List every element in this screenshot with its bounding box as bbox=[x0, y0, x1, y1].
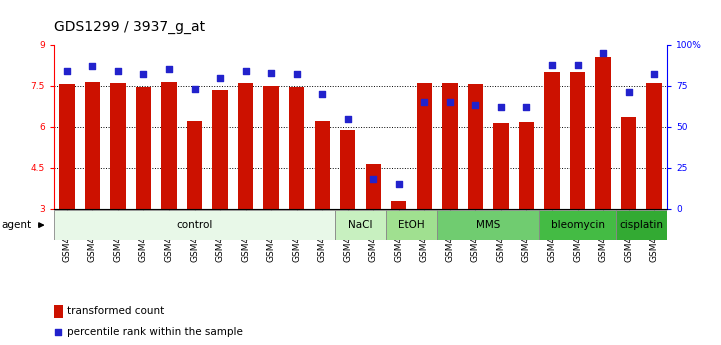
Point bbox=[419, 99, 430, 105]
Bar bbox=[391, 201, 407, 209]
Text: EtOH: EtOH bbox=[398, 220, 425, 230]
Bar bbox=[621, 117, 637, 209]
Text: NaCl: NaCl bbox=[348, 220, 373, 230]
Bar bbox=[544, 72, 559, 209]
Bar bbox=[335, 210, 386, 240]
Text: control: control bbox=[177, 220, 213, 230]
Point bbox=[623, 90, 634, 95]
Point bbox=[648, 72, 660, 77]
Point bbox=[214, 75, 226, 80]
Bar bbox=[213, 90, 228, 209]
Bar bbox=[238, 82, 253, 209]
Point bbox=[265, 70, 277, 76]
Text: bleomycin: bleomycin bbox=[551, 220, 604, 230]
Text: agent: agent bbox=[1, 220, 32, 230]
Bar bbox=[616, 210, 667, 240]
Text: GDS1299 / 3937_g_at: GDS1299 / 3937_g_at bbox=[54, 20, 205, 34]
Bar bbox=[468, 84, 483, 209]
Bar bbox=[442, 83, 458, 209]
Point bbox=[291, 72, 302, 77]
Point bbox=[597, 50, 609, 56]
Point bbox=[393, 181, 404, 187]
Bar bbox=[187, 121, 202, 209]
Bar bbox=[289, 87, 304, 209]
Point bbox=[521, 105, 532, 110]
Point bbox=[163, 67, 174, 72]
Bar bbox=[596, 57, 611, 209]
Bar bbox=[314, 121, 329, 209]
Bar bbox=[263, 86, 279, 209]
Bar bbox=[54, 305, 63, 317]
Text: cisplatin: cisplatin bbox=[619, 220, 663, 230]
Point bbox=[87, 63, 98, 69]
Bar bbox=[54, 210, 335, 240]
Bar bbox=[85, 82, 100, 209]
Bar bbox=[570, 72, 585, 209]
Point bbox=[61, 68, 73, 74]
Bar bbox=[493, 123, 508, 209]
Bar bbox=[519, 122, 534, 209]
Point bbox=[547, 62, 558, 67]
Bar bbox=[162, 82, 177, 209]
Point bbox=[572, 62, 583, 67]
Text: MMS: MMS bbox=[476, 220, 500, 230]
Point bbox=[112, 68, 124, 74]
Point bbox=[342, 116, 353, 121]
Point bbox=[317, 91, 328, 97]
Bar bbox=[59, 85, 74, 209]
Text: transformed count: transformed count bbox=[67, 306, 164, 316]
Bar bbox=[647, 83, 662, 209]
Bar bbox=[437, 210, 539, 240]
Point bbox=[53, 330, 64, 335]
Bar bbox=[366, 164, 381, 209]
Bar bbox=[539, 210, 616, 240]
Point bbox=[368, 177, 379, 182]
Bar bbox=[340, 129, 355, 209]
Point bbox=[469, 103, 481, 108]
Text: percentile rank within the sample: percentile rank within the sample bbox=[67, 327, 243, 337]
Point bbox=[495, 105, 507, 110]
Bar bbox=[386, 210, 437, 240]
Point bbox=[240, 68, 252, 74]
Point bbox=[138, 72, 149, 77]
Bar bbox=[110, 83, 125, 209]
Bar bbox=[417, 83, 432, 209]
Point bbox=[189, 86, 200, 92]
Bar bbox=[136, 87, 151, 209]
Point bbox=[444, 99, 456, 105]
